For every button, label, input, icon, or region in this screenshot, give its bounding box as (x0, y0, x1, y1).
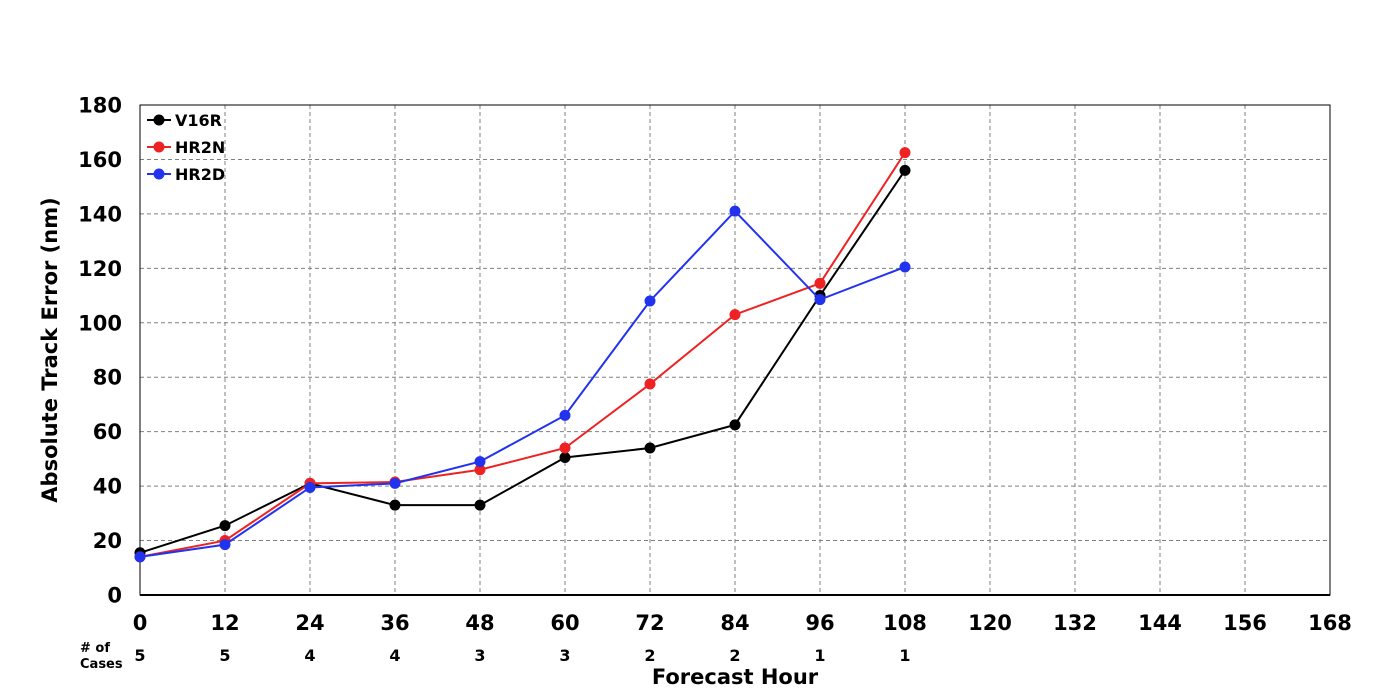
x-tick-label: 48 (465, 611, 494, 635)
data-point-hr2n (559, 442, 571, 454)
y-tick-label: 40 (93, 475, 122, 499)
x-tick-label: 36 (380, 611, 409, 635)
data-point-hr2n (814, 277, 826, 289)
grid (140, 105, 1330, 595)
case-count: 1 (899, 646, 910, 665)
x-tick-label: 96 (805, 611, 834, 635)
cases-row: # of Cases 5 5 4 4 3 3 2 2 1 1 (80, 641, 911, 672)
case-count: 1 (814, 646, 825, 665)
x-tick-label: 0 (133, 611, 148, 635)
y-axis-ticks: 0 20 40 60 80 100 120 140 160 180 (78, 94, 122, 608)
legend: V16R HR2N HR2D (147, 111, 225, 184)
data-point-hr2d (304, 481, 316, 493)
x-tick-label: 24 (295, 611, 324, 635)
data-point-v16r (219, 520, 231, 532)
data-point-hr2d (219, 539, 231, 551)
x-tick-label: 84 (720, 611, 749, 635)
y-tick-label: 60 (93, 420, 122, 444)
x-tick-label: 168 (1308, 611, 1352, 635)
y-tick-label: 160 (78, 148, 122, 172)
x-tick-label: 144 (1138, 611, 1182, 635)
data-point-hr2d (729, 205, 741, 217)
y-tick-label: 180 (78, 94, 122, 118)
y-tick-label: 80 (93, 366, 122, 390)
case-count: 4 (389, 646, 400, 665)
legend-swatch-marker (153, 141, 165, 153)
series-hr2n (134, 147, 911, 563)
legend-swatch-marker (153, 114, 165, 126)
data-point-hr2d (389, 477, 401, 489)
x-tick-label: 132 (1053, 611, 1097, 635)
legend-item-v16r: V16R (147, 111, 222, 130)
series-v16r (134, 164, 911, 559)
cases-label-line1: # of (80, 641, 110, 656)
data-point-v16r (474, 499, 486, 511)
y-tick-label: 0 (107, 584, 122, 608)
series-layer (134, 147, 911, 563)
data-point-v16r (729, 419, 741, 431)
data-point-hr2n (729, 309, 741, 321)
legend-label: V16R (175, 111, 222, 130)
legend-label: HR2D (175, 165, 225, 184)
data-point-v16r (559, 452, 571, 464)
x-tick-label: 156 (1223, 611, 1267, 635)
legend-label: HR2N (175, 138, 225, 157)
case-count: 5 (134, 646, 145, 665)
x-axis-title: Forecast Hour (652, 665, 819, 689)
data-point-v16r (899, 164, 911, 176)
y-tick-label: 100 (78, 311, 122, 335)
series-line-hr2n (139, 152, 906, 558)
x-tick-label: 108 (883, 611, 927, 635)
data-point-hr2d (644, 295, 656, 307)
legend-item-hr2d: HR2D (147, 165, 225, 184)
y-axis-title: Absolute Track Error (nm) (38, 197, 62, 502)
x-tick-label: 12 (210, 611, 239, 635)
data-point-hr2n (644, 378, 656, 390)
case-count: 3 (474, 646, 485, 665)
case-count: 3 (559, 646, 570, 665)
x-tick-label: 60 (550, 611, 579, 635)
cases-label-line2: Cases (80, 657, 123, 672)
y-tick-label: 20 (93, 529, 122, 553)
x-tick-label: 72 (635, 611, 664, 635)
case-count: 4 (304, 646, 315, 665)
series-line-hr2d (139, 209, 906, 558)
legend-swatch-marker (153, 168, 165, 180)
data-point-hr2n (899, 147, 911, 159)
data-point-hr2d (814, 294, 826, 306)
data-point-v16r (389, 499, 401, 511)
y-tick-label: 140 (78, 202, 122, 226)
data-point-hr2d (899, 261, 911, 273)
series-line-v16r (139, 169, 906, 554)
case-count: 5 (219, 646, 230, 665)
case-count: 2 (644, 646, 655, 665)
case-count: 2 (729, 646, 740, 665)
data-point-v16r (644, 442, 656, 454)
x-tick-label: 120 (968, 611, 1012, 635)
x-axis-ticks: 0 12 24 36 48 60 72 84 96 108 120 132 144 156 168 (133, 611, 1352, 635)
legend-item-hr2n: HR2N (147, 138, 225, 157)
data-point-hr2d (134, 551, 146, 563)
series-hr2d (134, 205, 911, 563)
data-point-hr2n (474, 464, 486, 476)
y-tick-label: 120 (78, 257, 122, 281)
data-point-hr2d (559, 409, 571, 421)
data-point-hr2d (474, 456, 486, 468)
